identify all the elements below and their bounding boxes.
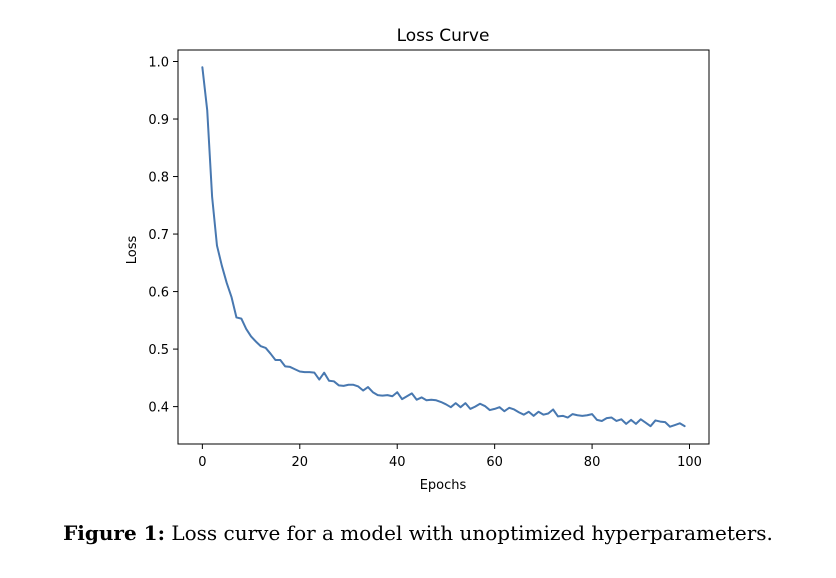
loss-chart: Loss Curve 0 20 40 60 80 100 0.4 0.5 0.6 0.7 0.8 0.… — [125, 26, 710, 493]
x-tick-label: 0 — [198, 455, 206, 470]
y-tick-label: 1.0 — [148, 56, 169, 71]
caption-text: Loss curve for a model with unoptimized … — [164, 521, 773, 545]
y-tick-label: 0.8 — [148, 171, 169, 186]
x-axis-label: Epochs — [420, 478, 467, 493]
y-axis-label: Loss — [125, 236, 140, 265]
x-tick-label: 60 — [486, 455, 503, 470]
y-tick-label: 0.7 — [148, 228, 169, 243]
y-tick-label: 0.4 — [148, 401, 169, 416]
figure-caption: Figure 1: Loss curve for a model with un… — [0, 521, 836, 545]
loss-series-line — [201, 66, 686, 428]
chart-title: Loss Curve — [397, 26, 490, 46]
y-tick-label: 0.9 — [148, 113, 169, 128]
x-tick-label: 80 — [584, 455, 601, 470]
x-tick-label: 100 — [677, 455, 702, 470]
x-tick-label: 20 — [292, 455, 309, 470]
plot-area: 0 20 40 60 80 100 0.4 0.5 0.6 0.7 0.8 0.9 1.0 — [148, 49, 710, 470]
plot-frame — [177, 49, 710, 445]
y-tick-label: 0.5 — [148, 343, 169, 358]
y-tick-label: 0.6 — [148, 286, 169, 301]
x-tick-label: 40 — [389, 455, 406, 470]
caption-label: Figure 1: — [63, 521, 165, 545]
